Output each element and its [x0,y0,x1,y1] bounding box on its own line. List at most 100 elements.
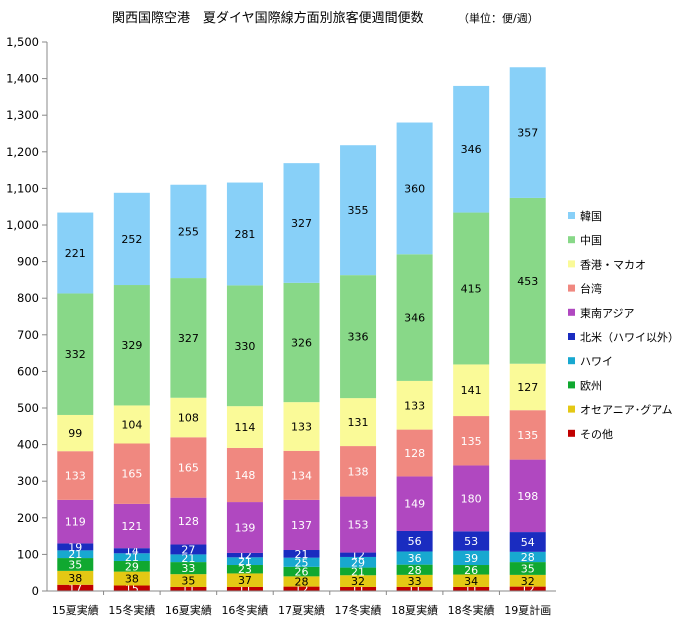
legend-swatch [568,212,575,219]
y-tick-label: 300 [17,474,39,488]
bar-segment [340,556,377,568]
bar-segment [509,532,546,552]
y-tick-label: 1,400 [6,72,39,86]
chart-title: 関西国際空港 夏ダイヤ国際線方面別旅客便週間便数 [112,10,424,26]
bar-value-label: 415 [461,283,482,296]
y-tick-label: 1,300 [6,108,39,122]
bar-value-label: 29 [351,556,365,569]
bar-segment [170,574,207,587]
bar-segment [57,550,94,559]
bar-segment [57,499,94,544]
bar-segment [340,275,377,399]
bar-value-label: 56 [408,535,422,548]
bar-segment [396,429,433,477]
bar-value-label: 38 [68,572,82,585]
bar-value-label: 135 [461,435,482,448]
bar-value-label: 21 [238,555,252,568]
bar-segment [113,571,150,586]
bar-value-label: 27 [181,543,195,556]
bar-value-label: 180 [461,492,482,505]
bar-segment [340,446,377,497]
bar-segment [396,380,433,430]
x-tick-label: 18冬実績 [448,603,495,617]
bar-value-label: 135 [517,429,538,442]
y-tick-label: 900 [17,255,39,269]
bar-segment [57,212,94,294]
bar-segment [453,85,490,213]
bar-segment [396,551,433,565]
bar-segment [170,397,207,438]
bar-value-label: 28 [521,551,535,564]
y-tick-label: 700 [17,328,39,342]
bar-segment [226,447,263,503]
bar-value-label: 326 [291,336,312,349]
bar-value-label: 25 [295,556,309,569]
bar-segment [340,567,377,576]
y-tick-label: 1,100 [6,181,39,195]
bar-segment [226,557,263,566]
bar-segment [453,531,490,551]
legend-item: その他 [568,428,613,441]
bar-value-label: 134 [291,469,312,482]
bar-value-label: 252 [121,233,142,246]
y-tick-label: 600 [17,364,39,378]
bar-segment [170,184,207,279]
y-tick-label: 1,200 [6,145,39,159]
bar-segment [453,465,490,532]
legend-label: その他 [580,428,613,441]
bar-value-label: 108 [178,412,199,425]
bar-value-label: 33 [408,575,422,588]
bar-value-label: 133 [65,470,86,483]
bar-value-label: 37 [238,574,252,587]
bar-segment [283,576,320,587]
bar-value-label: 53 [464,535,478,548]
legend-label: 北米（ハワイ以外） [580,331,679,344]
bar-value-label: 54 [521,536,535,549]
x-tick-label: 16夏実績 [165,603,212,617]
bar-segment [226,502,263,553]
bar-value-label: 26 [464,564,478,577]
bar-segment [57,414,94,452]
bar-value-label: 138 [348,465,369,478]
bar-value-label: 114 [234,421,255,434]
legend-label: 東南アジア [580,307,635,320]
bar-value-label: 121 [121,520,142,533]
bar-value-label: 360 [404,182,425,195]
bar-segment [340,496,377,553]
bar-value-label: 255 [178,225,199,238]
bar-value-label: 133 [291,420,312,433]
x-axis: 15夏実績 15冬実績 16夏実績 16冬実績 17夏実績 17冬実績 18夏実績 18冬実績… [47,590,556,617]
legend-item: 韓国 [568,210,602,223]
y-tick-label: 1,500 [6,35,39,49]
legend-swatch [568,236,575,244]
bar-segment [340,398,377,447]
y-tick-label: 200 [17,511,39,525]
bar-segment [509,197,546,364]
bar-segment [113,192,150,286]
bar-value-label: 332 [65,348,86,361]
bar-segment [283,566,320,577]
bar-value-label: 23 [238,563,252,576]
bar-value-label: 148 [234,469,255,482]
chart-unit: （単位：便/週） [458,11,539,25]
legend-swatch [568,357,575,365]
legend-item: 香港・マカオ [568,258,646,271]
bar-segment [453,586,490,591]
bar-value-label: 355 [348,204,369,217]
bar-segment [453,212,490,365]
bar-value-label: 165 [121,468,142,481]
bar-value-label: 357 [517,127,538,140]
bar-value-label: 133 [404,399,425,412]
bar-segment [170,586,207,591]
bar-value-label: 32 [521,575,535,588]
bar-value-label: 35 [68,558,82,571]
bar-segment [340,552,377,557]
bar-segment [283,550,320,558]
bar-segment [509,363,546,411]
bar-segment [226,406,263,448]
bar-value-label: 104 [121,418,142,431]
